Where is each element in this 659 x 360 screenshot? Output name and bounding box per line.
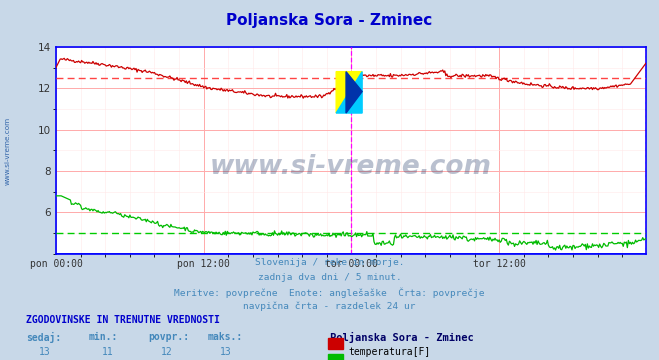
- Text: Poljanska Sora - Zminec: Poljanska Sora - Zminec: [227, 13, 432, 28]
- Text: 13: 13: [39, 347, 51, 357]
- Text: www.si-vreme.com: www.si-vreme.com: [5, 117, 11, 185]
- Text: Poljanska Sora - Zminec: Poljanska Sora - Zminec: [330, 332, 473, 343]
- Text: min.:: min.:: [89, 332, 119, 342]
- Text: sedaj:: sedaj:: [26, 332, 61, 343]
- Polygon shape: [336, 72, 362, 113]
- Text: povpr.:: povpr.:: [148, 332, 189, 342]
- Text: navpična črta - razdelek 24 ur: navpična črta - razdelek 24 ur: [243, 302, 416, 311]
- Text: 12: 12: [161, 347, 173, 357]
- Text: zadnja dva dni / 5 minut.: zadnja dva dni / 5 minut.: [258, 273, 401, 282]
- Text: Meritve: povprečne  Enote: anglešaške  Črta: povprečje: Meritve: povprečne Enote: anglešaške Črt…: [174, 287, 485, 298]
- Text: temperatura[F]: temperatura[F]: [348, 347, 430, 357]
- Text: ZGODOVINSKE IN TRENUTNE VREDNOSTI: ZGODOVINSKE IN TRENUTNE VREDNOSTI: [26, 315, 220, 325]
- Polygon shape: [346, 72, 362, 113]
- Text: Slovenija / reke in morje.: Slovenija / reke in morje.: [255, 258, 404, 267]
- Text: 13: 13: [220, 347, 232, 357]
- Text: maks.:: maks.:: [208, 332, 243, 342]
- Polygon shape: [336, 72, 362, 113]
- Text: www.si-vreme.com: www.si-vreme.com: [210, 154, 492, 180]
- Text: 11: 11: [101, 347, 113, 357]
